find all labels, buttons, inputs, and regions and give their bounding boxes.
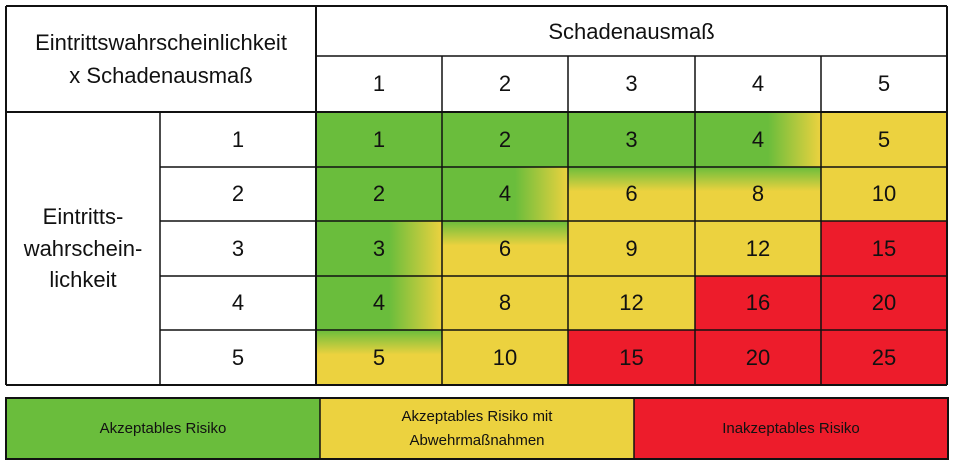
column-level-3: 3 [625,71,638,96]
legend-item-label: Inakzeptables Risiko [722,419,860,437]
risk-cell-r5-c3: 15 [568,330,695,385]
risk-cell-r1-c1: 1 [316,112,442,167]
risk-cell-r3-c5: 15 [821,221,947,276]
risk-cell-r2-c4: 8 [695,167,821,221]
risk-cell-r1-c4: 4 [695,112,821,167]
risk-cell-r3-c3: 9 [568,221,695,276]
risk-cell-r5-c1: 5 [316,330,442,385]
row-level-4: 4 [231,290,245,315]
row-title-line1: Eintritts- [42,203,124,229]
risk-cell-r4-c1: 4 [316,276,442,330]
corner-label: Eintrittswahrscheinlichkeit x Schadenaus… [6,6,316,111]
risk-cell-r5-c5: 25 [821,330,947,385]
column-level-4: 4 [751,71,765,96]
matrix-grid-lines [5,5,948,386]
risk-cell-r4-c3: 12 [568,276,695,330]
risk-cell-r2-c1: 2 [316,167,442,221]
row-title-line2: wahrschein- [23,235,143,261]
risk-cell-r1-c5: 5 [821,112,947,167]
corner-label-line1: Eintrittswahrscheinlichkeit [35,29,287,55]
row-level-5: 5 [231,344,245,370]
row-level-3: 3 [231,235,245,261]
risk-cell-r1-c3: 3 [568,112,695,167]
legend-item-label: Abwehrmaßnahmen [409,431,545,449]
risk-cell-r2-c5: 10 [821,167,947,221]
risk-cell-r3-c2: 6 [442,221,568,276]
risk-cell-r5-c4: 20 [695,330,821,385]
legend-item-red: Inakzeptables Risiko [634,398,948,459]
legend-item-yellow: Akzeptables Risiko mit Abwehrmaßnahmen [320,398,634,459]
risk-matrix: Eintrittswahrscheinlichkeit x Schadenaus… [5,5,948,386]
column-level-1: 1 [372,71,386,96]
risk-cell-r2-c3: 6 [568,167,695,221]
column-level-5: 5 [877,71,891,96]
row-title: Eintritts- wahrschein- lichkeit [6,112,160,385]
row-level-1: 1 [231,126,245,152]
column-level-2: 2 [498,71,512,96]
risk-cell-r5-c2: 10 [442,330,568,385]
risk-cell-r3-c4: 12 [695,221,821,276]
row-title-line3: lichkeit [49,267,117,293]
corner-label-line2: x Schadenausmaß [69,62,253,88]
risk-cell-r4-c4: 16 [695,276,821,330]
row-level-2: 2 [231,181,245,206]
legend-item-label: Akzeptables Risiko [99,419,227,437]
legend-item-green: Akzeptables Risiko [6,398,320,459]
legend-item-label: Akzeptables Risiko mit [401,408,553,426]
risk-cell-r2-c2: 4 [442,167,568,221]
risk-cell-r4-c5: 20 [821,276,947,330]
risk-cell-r4-c2: 8 [442,276,568,330]
risk-cell-r1-c2: 2 [442,112,568,167]
risk-cell-r3-c1: 3 [316,221,442,276]
column-title: Schadenausmaß [548,18,715,44]
